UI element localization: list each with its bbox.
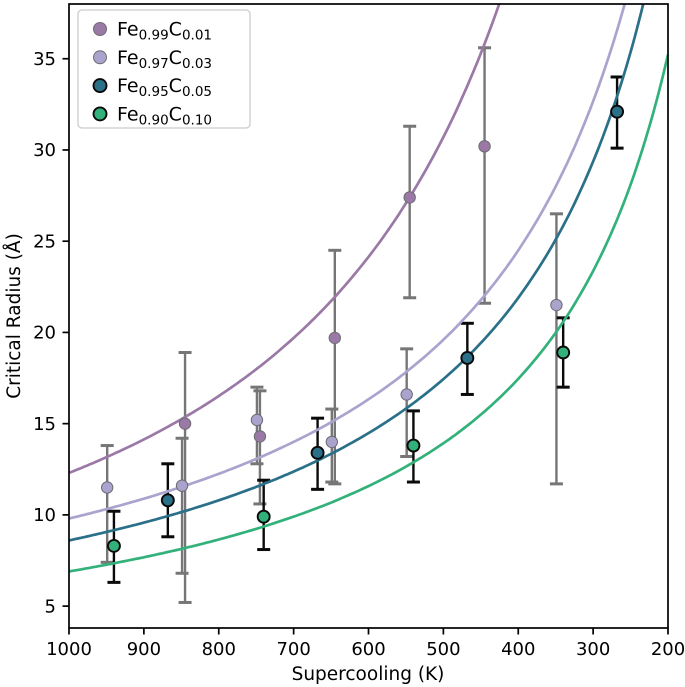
data-point-Fe0.99C0.01 [253,430,267,443]
fit-curve-Fe0.95C0.05 [69,4,645,542]
legend-label-Fe0.99C0.01: Fe0.99C0.01 [117,19,212,44]
axis-ticks-layer: 1000 900 800 700 600 500 400 300 200 5 10 15 20 25 30 3… [33,49,685,660]
x-tick-label: 400 [501,639,535,660]
data-point-Fe0.99C0.01 [328,331,342,345]
x-tick-label: 700 [276,639,310,660]
legend-marker-Fe0.99C0.01 [93,22,107,36]
x-tick-label: 300 [576,639,610,660]
data-point-Fe0.95C0.05 [310,445,325,460]
data-point-Fe0.97C0.03 [550,298,563,312]
data-point-Fe0.99C0.01 [478,140,491,153]
y-tick-label: 15 [33,414,56,435]
legend: Fe0.99C0.01 Fe0.97C0.03 Fe0.95C0.05 Fe0.90C… [77,9,251,129]
data-point-Fe0.90C0.10 [556,345,571,360]
data-point-Fe0.95C0.05 [610,104,625,119]
fit-curve-Fe0.99C0.01 [69,4,501,475]
markers-layer [100,104,625,553]
data-point-Fe0.97C0.03 [175,479,189,492]
legend-label-Fe0.95C0.05: Fe0.95C0.05 [117,75,212,100]
y-tick-label: 5 [45,596,56,617]
y-tick-label: 10 [33,505,56,526]
y-tick-label: 25 [33,231,56,252]
y-tick-label: 20 [33,323,56,344]
fit-curves-layer [69,4,668,573]
y-axis-label: Critical Radius (Å) [3,233,25,399]
legend-marker-Fe0.97C0.03 [93,50,107,65]
x-tick-label: 1000 [46,639,92,660]
data-point-Fe0.90C0.10 [256,509,271,524]
data-point-Fe0.90C0.10 [106,538,121,553]
data-point-Fe0.99C0.01 [403,191,416,204]
legend-box [77,9,251,129]
data-point-Fe0.97C0.03 [325,435,339,449]
data-point-Fe0.97C0.03 [100,481,114,494]
x-tick-label: 600 [351,639,385,660]
data-point-Fe0.99C0.01 [178,417,192,430]
legend-label-Fe0.90C0.10: Fe0.90C0.10 [117,103,212,128]
data-point-Fe0.97C0.03 [250,413,264,427]
x-tick-label: 500 [426,639,460,660]
y-tick-label: 35 [33,49,56,70]
legend-label-Fe0.97C0.03: Fe0.97C0.03 [117,47,212,72]
legend-marker-Fe0.90C0.10 [92,106,108,122]
legend-marker-Fe0.95C0.05 [92,78,108,94]
data-point-Fe0.95C0.05 [460,351,475,365]
data-point-Fe0.97C0.03 [400,388,413,401]
fit-curve-Fe0.97C0.03 [69,4,627,520]
data-point-Fe0.95C0.05 [160,493,175,508]
x-tick-label: 200 [651,639,685,660]
x-tick-label: 800 [202,639,236,660]
data-point-Fe0.90C0.10 [406,438,421,453]
y-tick-label: 30 [33,140,56,161]
x-tick-label: 900 [127,639,161,660]
x-axis-label: Supercooling (K) [292,664,445,685]
fit-curve-Fe0.90C0.10 [69,54,668,573]
